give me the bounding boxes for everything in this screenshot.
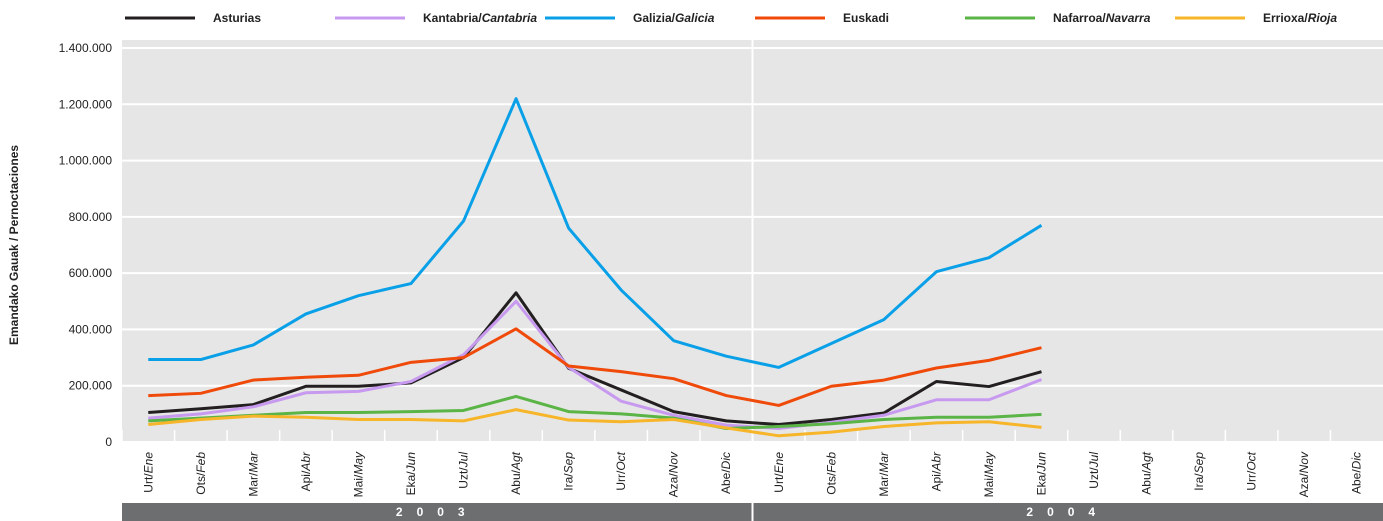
y-tick-label: 800.000 bbox=[69, 210, 113, 224]
x-tick-label: Ots/Feb bbox=[824, 452, 838, 495]
x-tick-label: Abe/Dic bbox=[1350, 452, 1364, 494]
series-line bbox=[148, 291, 1042, 427]
year-label: 2004 bbox=[1026, 505, 1109, 519]
x-tick-label: Api/Abr bbox=[299, 451, 313, 491]
x-tick-label: Abu/Agt bbox=[1140, 451, 1154, 494]
x-tick-label: Urt/Ene bbox=[772, 452, 786, 493]
y-tick-label: 200.000 bbox=[69, 379, 113, 393]
series-line bbox=[148, 327, 1042, 407]
x-tick-label: Uzt/Jul bbox=[1087, 452, 1101, 489]
series-line bbox=[148, 97, 1043, 369]
y-tick-label: 1.000.000 bbox=[59, 154, 113, 168]
x-tick-label: Mar/Mar bbox=[246, 451, 260, 497]
x-tick-label: Abu/Agt bbox=[509, 451, 523, 494]
year-label: 2003 bbox=[396, 505, 479, 519]
legend-label: Errioxa/Rioja bbox=[1263, 11, 1337, 25]
series-line bbox=[148, 299, 1043, 430]
x-tick-label: Api/Abr bbox=[929, 451, 943, 491]
x-tick-label: Mai/May bbox=[982, 451, 996, 497]
legend-label: Galizia/Galicia bbox=[633, 11, 715, 25]
x-tick-label: Ira/Sep bbox=[562, 452, 576, 491]
y-tick-label: 600.000 bbox=[69, 266, 113, 280]
x-tick-label: Mar/Mar bbox=[877, 451, 891, 497]
x-tick-label: Eka/Jun bbox=[1034, 452, 1048, 496]
x-tick-label: Mai/May bbox=[351, 451, 365, 497]
legend-label: Nafarroa/Navarra bbox=[1053, 11, 1151, 25]
x-tick-label: Aza/Nov bbox=[1297, 451, 1311, 497]
y-axis-label: Emandako Gauak / Pernoctaciones bbox=[7, 145, 21, 345]
year-bar bbox=[122, 503, 753, 521]
x-tick-label: Uzt/Jul bbox=[457, 452, 471, 489]
x-tick-label: Urr/Oct bbox=[614, 451, 628, 490]
x-tick-label: Ots/Feb bbox=[194, 452, 208, 495]
y-tick-label: 1.200.000 bbox=[59, 97, 113, 111]
legend-label: Asturias bbox=[213, 11, 261, 25]
legend-label: Kantabria/Cantabria bbox=[423, 11, 537, 25]
x-tick-label: Eka/Jun bbox=[404, 452, 418, 496]
x-tick-label: Aza/Nov bbox=[667, 451, 681, 497]
x-tick-label: Abe/Dic bbox=[719, 452, 733, 494]
legend-label: Euskadi bbox=[843, 11, 889, 25]
x-tick-label: Urt/Ene bbox=[141, 452, 155, 493]
y-tick-label: 0 bbox=[105, 435, 112, 449]
x-tick-label: Urr/Oct bbox=[1245, 451, 1259, 490]
series-line bbox=[148, 394, 1042, 430]
series-line bbox=[148, 408, 1042, 438]
x-tick-label: Ira/Sep bbox=[1192, 452, 1206, 491]
y-tick-label: 1.400.000 bbox=[59, 41, 113, 55]
year-bar bbox=[753, 503, 1383, 521]
y-tick-label: 400.000 bbox=[69, 322, 113, 336]
